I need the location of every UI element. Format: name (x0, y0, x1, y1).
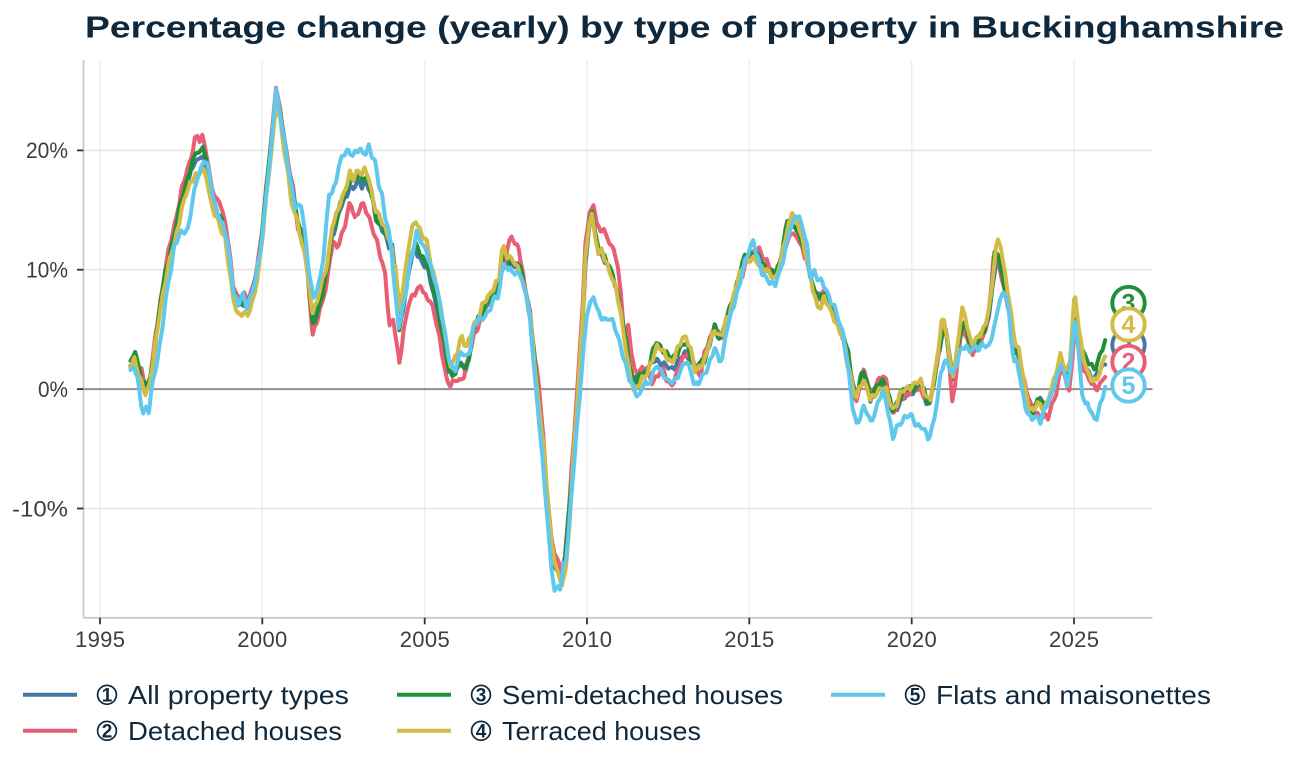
svg-text:3: 3 (476, 685, 487, 706)
svg-text:2020: 2020 (887, 627, 937, 652)
svg-text:5: 5 (910, 685, 921, 706)
svg-text:Percentage change (yearly) by: Percentage change (yearly) by type of pr… (85, 10, 1284, 45)
svg-text:-10%: -10% (12, 496, 68, 521)
svg-text:4: 4 (1122, 311, 1136, 339)
svg-text:2015: 2015 (724, 627, 774, 652)
svg-text:Detached houses: Detached houses (128, 716, 342, 746)
svg-text:2000: 2000 (237, 627, 287, 652)
svg-text:5: 5 (1122, 372, 1136, 400)
svg-text:2010: 2010 (562, 627, 612, 652)
svg-text:2025: 2025 (1049, 627, 1099, 652)
svg-text:Semi-detached houses: Semi-detached houses (502, 680, 783, 710)
svg-text:0%: 0% (38, 377, 68, 402)
svg-text:4: 4 (476, 721, 487, 742)
svg-text:Flats and maisonettes: Flats and maisonettes (936, 680, 1211, 710)
svg-text:2: 2 (102, 721, 113, 742)
svg-text:10%: 10% (26, 258, 68, 283)
svg-text:All property types: All property types (128, 680, 349, 710)
svg-text:1995: 1995 (75, 627, 125, 652)
svg-text:1: 1 (102, 685, 113, 706)
svg-text:Terraced houses: Terraced houses (502, 716, 701, 746)
svg-text:2005: 2005 (400, 627, 450, 652)
svg-text:20%: 20% (26, 138, 68, 163)
